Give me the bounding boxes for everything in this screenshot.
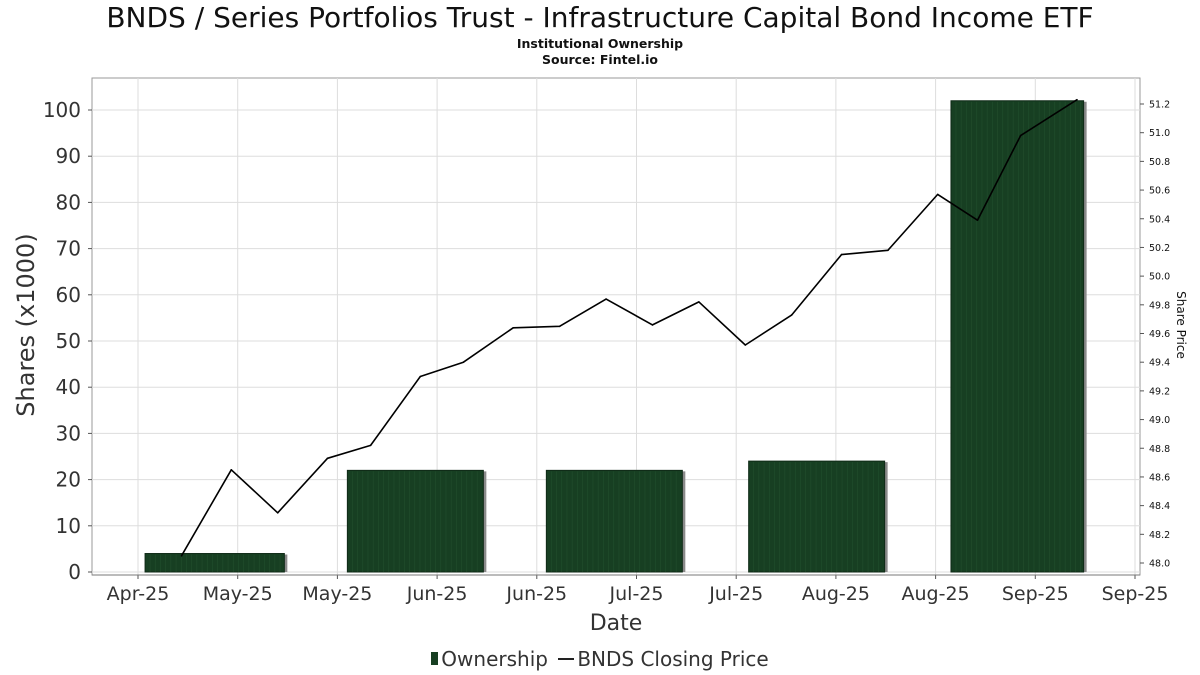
ownership-swatch-icon	[431, 652, 439, 665]
price-point	[651, 324, 654, 326]
y-tick-label: 0	[68, 560, 81, 584]
x-tick-label: Jun-25	[505, 583, 567, 605]
y2-axis-title: Share Price	[1174, 291, 1188, 359]
axes: Apr-25 May-25 May-25 Jun-25 Jun-25 Jul-25 Jul-…	[43, 98, 1170, 605]
y2-tick-label: 50.0	[1149, 272, 1170, 283]
ownership-bar	[144, 553, 288, 573]
bar-body	[144, 553, 285, 573]
y-tick-label: 40	[56, 375, 81, 399]
chart-subtitle: Institutional Ownership	[516, 36, 684, 51]
price-point	[840, 253, 843, 256]
x-axis-title: Date	[590, 611, 643, 636]
x-tick-label: Sep-25	[1102, 583, 1169, 605]
ownership-bar	[545, 469, 686, 573]
y-tick-label: 70	[56, 237, 81, 261]
y2-tick-label: 50.8	[1149, 157, 1170, 168]
x-tick-label: May-25	[203, 583, 273, 605]
x-tick-label: May-25	[302, 583, 372, 605]
price-point	[976, 219, 979, 221]
price-point	[744, 344, 747, 346]
y2-tick-label: 48.4	[1149, 501, 1170, 512]
y-tick-label: 90	[56, 144, 81, 168]
price-point	[558, 325, 561, 328]
y2-tick-label: 48.2	[1149, 530, 1170, 541]
x-tick-label: Jul-25	[708, 583, 763, 605]
x-tick-label: Aug-25	[802, 583, 870, 605]
chart-source: Source: Fintel.io	[542, 52, 658, 67]
y-axis-title: Shares (x1000)	[12, 233, 40, 416]
y2-tick-label: 51.2	[1149, 100, 1170, 111]
y2-tick-label: 50.4	[1149, 214, 1170, 225]
y-tick-label: 10	[56, 514, 81, 538]
legend-item-price: BNDS Closing Price	[558, 647, 769, 671]
legend-item-ownership: Ownership	[431, 647, 548, 671]
price-point	[1076, 98, 1078, 101]
y2-tick-label: 50.2	[1149, 243, 1170, 254]
price-swatch-icon	[558, 658, 575, 660]
y2-tick-label: 49.2	[1149, 386, 1170, 397]
price-point	[1019, 134, 1022, 137]
legend-label-price: BNDS Closing Price	[577, 647, 769, 671]
x-tick-label: Jul-25	[609, 583, 664, 605]
y2-tick-label: 49.6	[1149, 329, 1170, 340]
y-tick-label: 20	[56, 468, 81, 492]
price-line-group	[180, 98, 1078, 557]
x-tick-label: Aug-25	[902, 583, 970, 605]
legend: Ownership BNDS Closing Price	[0, 647, 1200, 671]
x-tick-label: Jun-25	[406, 583, 468, 605]
y-tick-label: 60	[56, 283, 81, 307]
y2-tick-label: 48.6	[1149, 472, 1170, 483]
y2-tick-label: 51.0	[1149, 128, 1170, 139]
ownership-bar	[346, 469, 487, 573]
y2-tick-label: 49.0	[1149, 415, 1170, 426]
bar-body	[346, 469, 484, 573]
ownership-bar	[748, 460, 888, 573]
y-tick-label: 100	[43, 98, 81, 122]
y-tick-label: 50	[56, 329, 81, 353]
ownership-bars	[144, 100, 1087, 573]
price-point	[326, 457, 329, 460]
bar-body	[950, 100, 1085, 573]
y2-tick-label: 48.0	[1149, 559, 1170, 570]
y2-tick-label: 50.6	[1149, 186, 1170, 197]
bar-body	[748, 460, 886, 573]
price-point	[605, 298, 607, 300]
price-point	[369, 444, 372, 447]
price-point	[698, 301, 700, 303]
x-tick-label: Sep-25	[1002, 583, 1069, 605]
price-point	[180, 555, 183, 557]
price-point	[419, 375, 422, 378]
y2-tick-label: 49.4	[1149, 358, 1170, 369]
price-point	[790, 314, 793, 316]
y2-tick-label: 48.8	[1149, 444, 1170, 455]
y-tick-label: 30	[56, 421, 81, 445]
legend-label-ownership: Ownership	[441, 647, 548, 671]
chart-title: BNDS / Series Portfolios Trust - Infrast…	[106, 1, 1094, 34]
ownership-bar	[950, 100, 1087, 573]
price-point	[887, 249, 889, 252]
bar-body	[545, 469, 683, 573]
y2-tick-label: 49.8	[1149, 300, 1170, 311]
y-tick-label: 80	[56, 190, 81, 214]
price-point	[230, 468, 233, 471]
price-line	[180, 99, 1078, 557]
x-tick-label: Apr-25	[107, 583, 170, 605]
price-point	[276, 511, 279, 514]
price-point	[936, 193, 939, 196]
price-point	[512, 326, 514, 329]
price-point	[462, 361, 465, 363]
